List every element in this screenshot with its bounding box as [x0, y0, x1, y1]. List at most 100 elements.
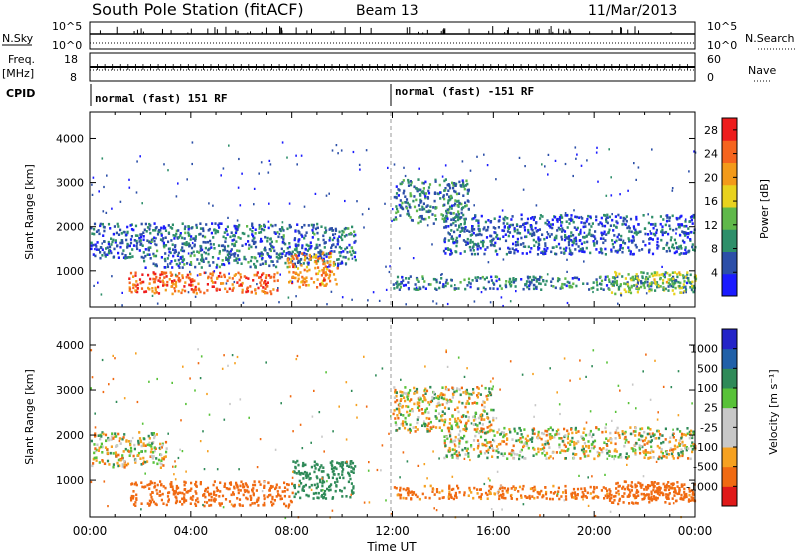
power-echo-cell [608, 215, 611, 219]
power-echo-cell [674, 279, 677, 282]
power-echo-cell [222, 282, 225, 285]
power-echo-cell [593, 242, 596, 245]
power-echo-cell [466, 182, 469, 186]
power-echo-cell [326, 273, 329, 276]
velocity-echo-cell [116, 461, 119, 465]
power-echo-cell [95, 230, 99, 233]
velocity-echo-cell [551, 451, 554, 454]
power-echo-cell [620, 234, 623, 238]
velocity-echo-cell [161, 457, 164, 460]
velocity-echo-cell [476, 395, 479, 399]
power-echo-cells [90, 141, 698, 308]
velocity-echo-cell [421, 400, 424, 403]
power-echo-cell [564, 162, 567, 166]
power-echo-cell [323, 260, 326, 263]
power-echo-cell [427, 283, 430, 286]
power-echo-cell [260, 161, 263, 164]
velocity-echo-cell [129, 451, 132, 455]
power-echo-cell [164, 229, 168, 232]
power-echo-cell [416, 278, 419, 281]
power-echo-cell [133, 239, 136, 242]
power-echo-cell [681, 230, 684, 233]
velocity-echo-cell [237, 488, 240, 492]
power-echo-cell [534, 226, 537, 230]
power-echo-cell [441, 273, 443, 276]
power-echo-cell [335, 144, 338, 147]
power-echo-cell [623, 242, 627, 245]
velocity-echo-cell [570, 440, 574, 443]
velocity-echo-cell [678, 442, 681, 445]
velocity-echo-cell [474, 417, 477, 421]
power-echo-cell [152, 262, 155, 266]
power-echo-cell [677, 225, 681, 229]
velocity-echo-cell [150, 445, 153, 448]
velocity-echo-cell [502, 492, 505, 496]
velocity-echo-cell [449, 398, 452, 402]
power-echo-cell [668, 216, 671, 219]
velocity-echo-cell [283, 481, 286, 485]
velocity-echo-cell [467, 455, 470, 458]
velocity-echo-cell [582, 437, 585, 441]
power-echo-cell [174, 273, 177, 276]
velocity-echo-cell [160, 453, 163, 457]
velocity-echo-cell [582, 431, 585, 434]
velocity-echo-cell [559, 451, 562, 454]
power-echo-cell [615, 226, 618, 229]
velocity-echo-cell [403, 396, 406, 399]
power-echo-cell [299, 271, 302, 274]
power-echo-cell [417, 188, 420, 191]
power-echo-cell [261, 273, 264, 277]
velocity-echo-cell [465, 440, 468, 444]
power-echo-cell [171, 243, 174, 246]
power-echo-cell [266, 253, 270, 256]
power-echo-cell [548, 235, 551, 238]
power-echo-cell [312, 281, 316, 284]
power-echo-cell [580, 242, 583, 246]
power-echo-cell [151, 237, 154, 241]
velocity-echo-cell [178, 500, 182, 503]
power-echo-cell [623, 288, 626, 291]
power-echo-cell [560, 238, 564, 241]
power-echo-cell [447, 231, 449, 234]
velocity-echo-cell [103, 462, 106, 465]
power-echo-cell [573, 226, 576, 229]
power-echo-cell [154, 243, 156, 246]
velocity-echo-cell [456, 484, 459, 488]
power-echo-cell [205, 223, 208, 226]
power-echo-cell [635, 215, 638, 219]
velocity-echo-cell [345, 495, 348, 498]
power-echo-cell [496, 287, 499, 291]
velocity-echo-cell [454, 494, 457, 498]
power-echo-cell [596, 146, 598, 149]
velocity-echo-cell [595, 426, 598, 429]
velocity-echo-cell [140, 463, 143, 466]
velocity-echo-cell [431, 396, 434, 399]
power-echo-cell [413, 287, 416, 291]
velocity-echo-cell [322, 496, 325, 500]
power-echo-cell [513, 249, 516, 252]
velocity-echo-cell [329, 461, 332, 464]
power-echo-cell [136, 234, 139, 237]
velocity-echo-cell [659, 433, 662, 436]
power-echo-cell [395, 196, 398, 200]
power-echo-cell [615, 220, 618, 223]
power-echo-cell [667, 278, 670, 281]
power-echo-cell [268, 202, 270, 205]
power-echo-cell [153, 291, 156, 295]
power-echo-cell [295, 295, 297, 298]
velocity-echo-cell [335, 477, 338, 481]
power-echo-cell [654, 289, 657, 292]
velocity-echo-cell [122, 436, 125, 439]
velocity-echo-cell [121, 456, 124, 460]
power-echo-cell [480, 233, 483, 237]
power-echo-cell [673, 281, 676, 285]
velocity-echo-cell [112, 463, 115, 466]
power-echo-cell [520, 217, 523, 221]
freq-label-line1: Freq. [8, 53, 35, 66]
power-echo-cell [246, 287, 249, 291]
power-echo-cell [207, 275, 210, 279]
power-echo-cell [449, 195, 452, 198]
power-echo-cell [300, 154, 303, 157]
power-echo-cell [326, 266, 329, 269]
